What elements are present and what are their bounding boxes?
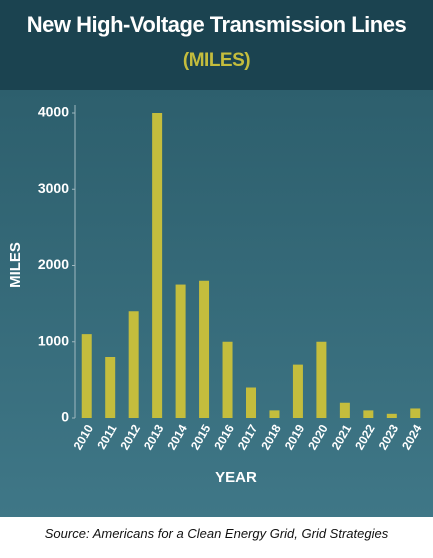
title-line: New High-Voltage Transmission Lines (MIL… <box>27 8 407 78</box>
bar <box>292 364 303 418</box>
title-unit: (MILES) <box>182 50 251 71</box>
bar <box>269 410 280 418</box>
chart-title-block: New High-Voltage Transmission Lines (MIL… <box>0 8 433 78</box>
chart: MILES YEAR 01000200030004000201020112012… <box>0 0 433 517</box>
source-note: Source: Americans for a Clean Energy Gri… <box>44 526 389 541</box>
plot-background <box>0 90 433 517</box>
bar <box>222 341 233 418</box>
bar <box>363 410 374 418</box>
x-axis-label: YEAR <box>215 469 257 486</box>
bar <box>81 334 92 418</box>
bar <box>152 113 163 418</box>
bar <box>199 280 210 418</box>
y-axis-label: MILES <box>7 242 24 288</box>
y-tick-label: 2000 <box>38 256 69 272</box>
bar <box>246 387 256 418</box>
bar <box>410 408 421 418</box>
y-tick-label: 0 <box>61 409 69 425</box>
bar <box>128 311 139 418</box>
bar <box>316 341 327 418</box>
bar <box>339 402 350 418</box>
y-tick-label: 4000 <box>38 104 69 120</box>
bar <box>386 413 397 418</box>
chart-title: New High-Voltage Transmission Lines <box>26 12 407 37</box>
y-tick-label: 1000 <box>38 332 69 348</box>
y-tick-label: 3000 <box>38 180 69 196</box>
bar <box>105 357 116 418</box>
bar <box>175 284 186 418</box>
header-band <box>0 0 433 90</box>
